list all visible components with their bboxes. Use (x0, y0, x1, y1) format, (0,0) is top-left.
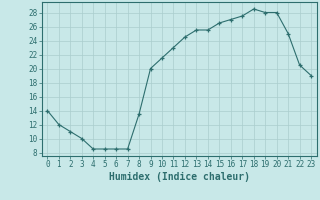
X-axis label: Humidex (Indice chaleur): Humidex (Indice chaleur) (109, 172, 250, 182)
